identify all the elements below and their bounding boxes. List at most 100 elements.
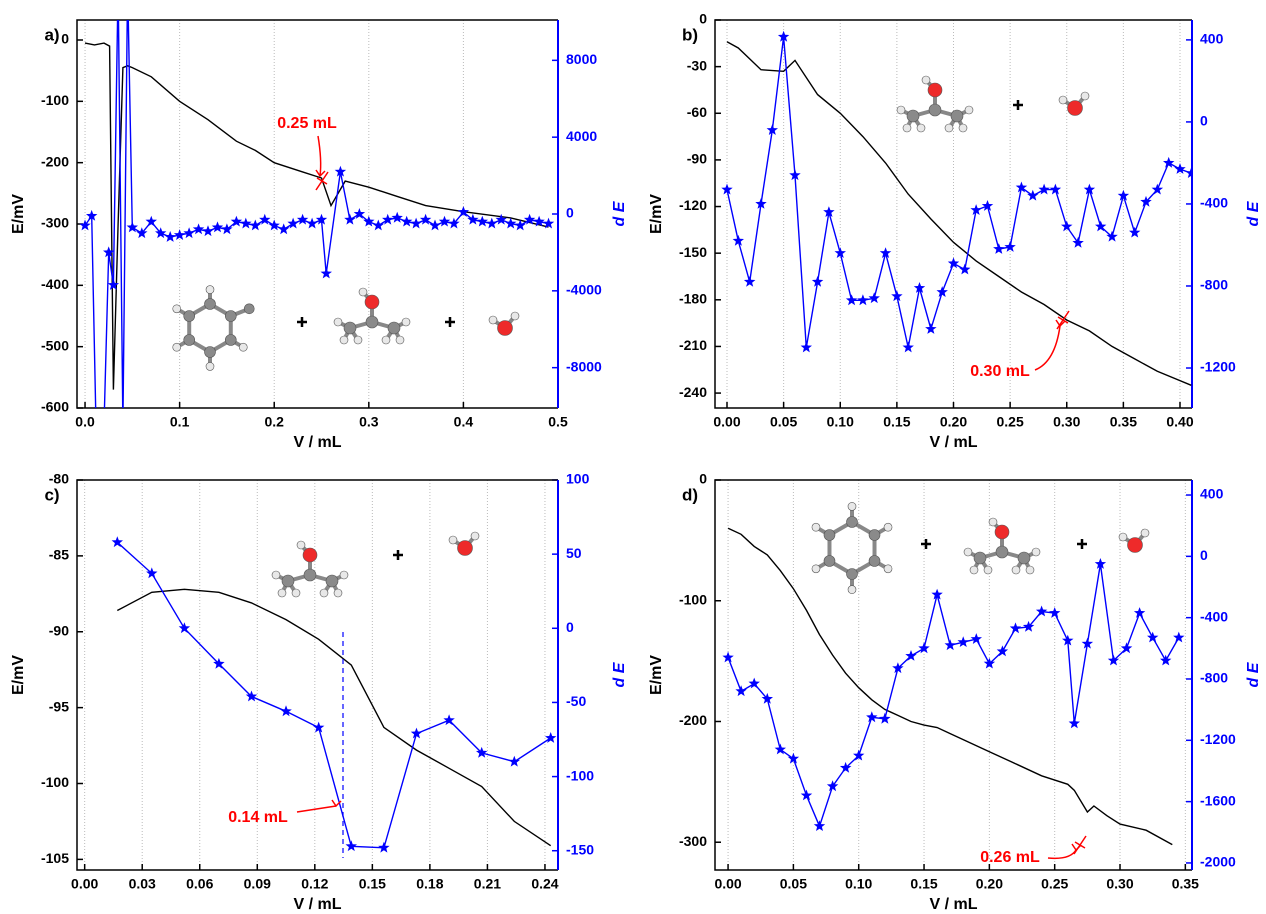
star-marker xyxy=(392,212,403,223)
atom xyxy=(959,124,967,132)
atom xyxy=(458,541,473,556)
star-marker xyxy=(958,636,969,647)
atom xyxy=(388,322,400,334)
molecules xyxy=(173,76,1149,597)
atom xyxy=(884,565,892,573)
atom xyxy=(396,336,404,344)
atom xyxy=(282,575,294,587)
y-tick-label: -95 xyxy=(49,698,69,714)
y-axis-label: E/mV xyxy=(648,194,665,234)
x-axis-label: V / mL xyxy=(929,896,977,913)
y-axis-label: E/mV xyxy=(10,655,27,695)
star-marker xyxy=(835,247,847,258)
y2-tick-label: 400 xyxy=(1200,486,1224,502)
atom xyxy=(1068,101,1083,116)
star-marker xyxy=(127,221,138,232)
star-marker xyxy=(937,286,948,297)
atom xyxy=(225,311,236,322)
star-marker xyxy=(183,227,194,238)
panel: 0.000.050.100.150.200.250.300.350-100-20… xyxy=(648,471,1262,914)
star-marker xyxy=(993,243,1004,254)
atom xyxy=(292,589,300,597)
star-marker xyxy=(744,276,756,287)
star-marker xyxy=(1036,606,1047,617)
atom xyxy=(824,530,835,541)
star-marker xyxy=(1160,655,1171,666)
axis-frame xyxy=(77,480,558,870)
x-tick-label: 0.00 xyxy=(71,876,98,892)
series-line xyxy=(85,43,549,390)
star-marker xyxy=(108,279,119,290)
star-marker xyxy=(801,790,813,801)
star-marker xyxy=(1072,237,1083,248)
figure: 0.00.10.20.30.40.50-100-200-300-400-500-… xyxy=(0,0,1266,914)
atom xyxy=(922,76,930,84)
star-marker xyxy=(1038,184,1049,195)
y2-tick-label: 0 xyxy=(566,205,574,221)
star-marker xyxy=(903,342,914,353)
y2-tick-label: 4000 xyxy=(566,128,597,144)
atom xyxy=(489,316,497,324)
y2-axis-label: d E xyxy=(1245,200,1262,226)
series-line xyxy=(727,42,1191,386)
atom xyxy=(964,548,972,556)
star-marker xyxy=(411,728,422,739)
star-marker xyxy=(410,218,421,229)
y2-tick-label: -800 xyxy=(1200,670,1228,686)
x-tick-label: 0.5 xyxy=(548,414,568,430)
x-tick-label: 0.3 xyxy=(359,414,379,430)
star-marker xyxy=(373,220,384,231)
x-tick-label: 0.06 xyxy=(186,876,213,892)
y-tick-label: -85 xyxy=(49,547,69,563)
star-marker xyxy=(91,439,102,450)
y2-axis-label: d E xyxy=(611,200,628,226)
atom xyxy=(917,124,925,132)
plus-sign xyxy=(393,550,403,560)
atom xyxy=(812,565,820,573)
star-marker xyxy=(509,756,520,767)
star-marker xyxy=(857,294,868,305)
series-line xyxy=(728,528,1172,844)
atom xyxy=(449,536,457,544)
y-tick-label: -60 xyxy=(687,104,707,120)
annotation-arrow xyxy=(297,806,336,812)
atom xyxy=(359,288,367,296)
panel-label: a) xyxy=(44,25,59,44)
x-tick-label: 0.2 xyxy=(264,414,284,430)
y-tick-label: -100 xyxy=(679,591,707,607)
atom xyxy=(996,546,1008,558)
atom xyxy=(1141,529,1149,537)
x-axis-label: V / mL xyxy=(929,434,977,451)
atom xyxy=(340,571,348,579)
x-tick-label: 0.4 xyxy=(454,414,474,430)
panel-label: b) xyxy=(682,25,698,44)
y2-tick-label: -8000 xyxy=(566,358,602,374)
star-marker xyxy=(79,220,90,231)
y2-tick-label: 8000 xyxy=(566,51,597,67)
endpoint-marker xyxy=(1074,836,1086,854)
star-marker xyxy=(202,225,213,236)
atom xyxy=(326,575,338,587)
atom xyxy=(824,556,835,567)
atom xyxy=(320,589,328,597)
star-marker xyxy=(1049,607,1060,618)
atom xyxy=(173,343,181,351)
atom xyxy=(366,316,378,328)
star-marker xyxy=(801,342,812,353)
atom xyxy=(340,336,348,344)
x-axis-label: V / mL xyxy=(293,434,341,451)
star-marker xyxy=(250,220,261,231)
y-tick-label: -180 xyxy=(679,291,707,307)
atom xyxy=(244,304,254,314)
panel: 0.000.030.060.090.120.150.180.210.24-80-… xyxy=(10,471,628,914)
annotation: 0.14 mL xyxy=(228,809,288,826)
x-tick-label: 0.15 xyxy=(910,876,937,892)
atom xyxy=(907,110,919,122)
panel-label: d) xyxy=(682,485,698,504)
x-tick-label: 0.05 xyxy=(770,414,797,430)
star-marker xyxy=(486,218,497,229)
atom xyxy=(1012,566,1020,574)
atom xyxy=(206,362,214,370)
star-marker xyxy=(98,419,109,430)
x-tick-label: 0.18 xyxy=(416,876,443,892)
